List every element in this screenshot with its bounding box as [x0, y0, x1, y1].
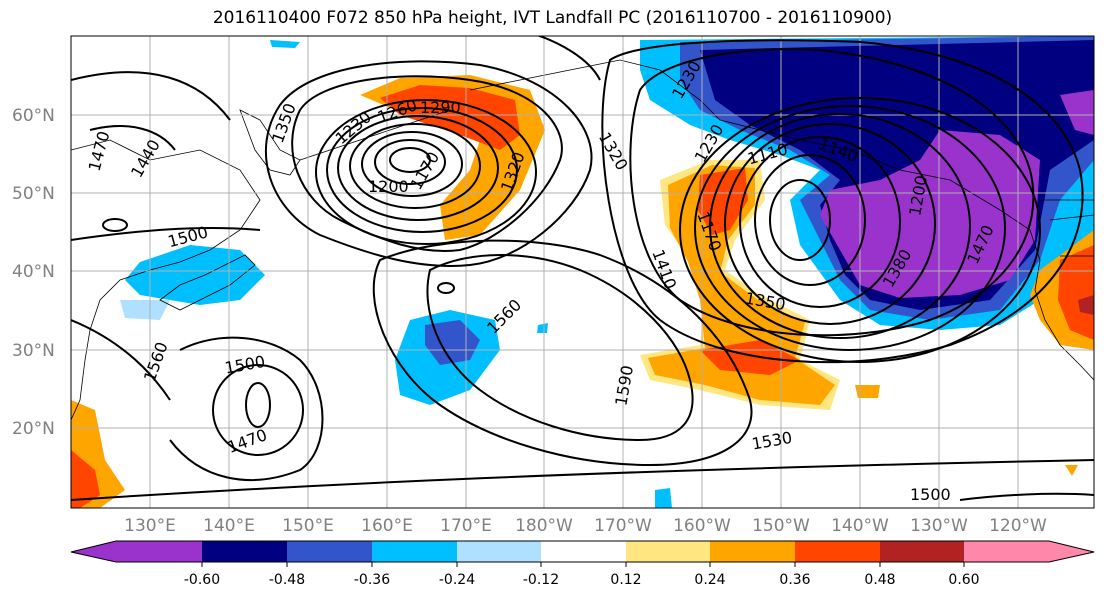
lon-label: 170°W — [594, 516, 652, 536]
lon-label: 120°W — [989, 516, 1047, 536]
contour-label: 1200 — [368, 177, 409, 196]
height-contours — [71, 36, 1094, 501]
shade-pos-uswest-dark — [1078, 295, 1094, 315]
colorbar-segment — [457, 541, 541, 562]
colorbar-segment — [287, 541, 372, 562]
shade-neg-purple-2 — [1060, 90, 1094, 135]
contour-label: 1500 — [910, 485, 951, 504]
shade-neg-top — [270, 40, 300, 48]
lon-label: 130°W — [910, 516, 968, 536]
coast-japan — [159, 254, 256, 311]
lon-label: 180°W — [515, 516, 573, 536]
shade-pos-small — [1065, 465, 1078, 476]
lon-label: 150°W — [752, 516, 810, 536]
lon-label: 160°E — [361, 516, 413, 536]
lon-label: 150°E — [282, 516, 334, 536]
lon-label: 140°E — [203, 516, 255, 536]
lat-label: 50°N — [12, 184, 55, 204]
coastlines — [71, 59, 1094, 421]
lon-label: 140°W — [831, 516, 889, 536]
colorbar-ticks — [201, 562, 965, 567]
colorbar-tick-label: -0.12 — [523, 572, 559, 588]
colorbar-segment — [964, 541, 1049, 562]
colorbar-tick-label: 0.24 — [694, 572, 725, 588]
shade-neg-japan-light — [120, 300, 170, 320]
colorbar-tick-labels: -0.60 -0.48 -0.36 -0.24 -0.12 0.12 0.24 … — [184, 572, 980, 588]
lat-label: 20°N — [12, 419, 55, 439]
colorbar-segment — [626, 541, 710, 562]
shade-neg-purple — [820, 130, 1040, 298]
coast-borders — [1040, 199, 1094, 257]
lat-label: 40°N — [12, 262, 55, 282]
shade-neg-small — [655, 488, 672, 508]
map-title: 2016110400 F072 850 hPa height, IVT Land… — [212, 8, 893, 28]
shade-neg-tiny — [537, 323, 548, 333]
colorbar-tick-label: -0.36 — [354, 572, 390, 588]
lat-label: 60°N — [12, 106, 55, 126]
map-frame — [70, 35, 1095, 509]
coast-asia — [71, 139, 261, 421]
colorbar-segment — [202, 541, 287, 562]
colorbar-tick-label: -0.60 — [184, 572, 220, 588]
coast-alaska — [469, 59, 1031, 231]
latitude-labels: 60°N 50°N 40°N 30°N 20°N — [12, 106, 55, 439]
colorbar-tick-label: -0.48 — [269, 572, 305, 588]
colorbar-outline — [70, 540, 1095, 563]
colorbar-segment — [795, 541, 880, 562]
lon-label: 170°E — [440, 516, 492, 536]
colorbar-tick-label: 0.48 — [864, 572, 895, 588]
lon-label: 130°E — [124, 516, 176, 536]
colorbar-segment — [1049, 541, 1094, 562]
coast-aleutians — [299, 109, 451, 161]
lon-label: 160°W — [673, 516, 731, 536]
colorbar-tick-label: -0.24 — [439, 572, 475, 588]
colorbar-segment — [710, 541, 795, 562]
colorbar-tick-label: 0.12 — [610, 572, 641, 588]
map-plot-area: 1470 1440 1350 1230 1260 1290 1320 1200 … — [71, 36, 1094, 508]
lat-label: 30°N — [12, 341, 55, 361]
colorbar-segment — [880, 541, 964, 562]
longitude-labels: 130°E 140°E 150°E 160°E 170°E 180°W 170°… — [124, 516, 1047, 536]
shade-neg-japan — [125, 245, 265, 305]
coast-north-america — [1029, 229, 1094, 381]
contour-label: 1290 — [420, 98, 461, 117]
colorbar-segment — [116, 541, 202, 562]
shade-pos-sw-red — [71, 450, 100, 508]
shade-pos-uswest-red — [1058, 245, 1094, 340]
colorbar-segment — [372, 541, 457, 562]
shade-pos-hawaii — [855, 385, 880, 398]
colorbar: -0.60 -0.48 -0.36 -0.24 -0.12 0.12 0.24 … — [70, 540, 1095, 588]
colorbar-segment — [71, 541, 116, 562]
colorbar-tick-label: 0.60 — [948, 572, 979, 588]
colorbar-tick-label: 0.36 — [779, 572, 810, 588]
colorbar-segment — [541, 541, 626, 562]
